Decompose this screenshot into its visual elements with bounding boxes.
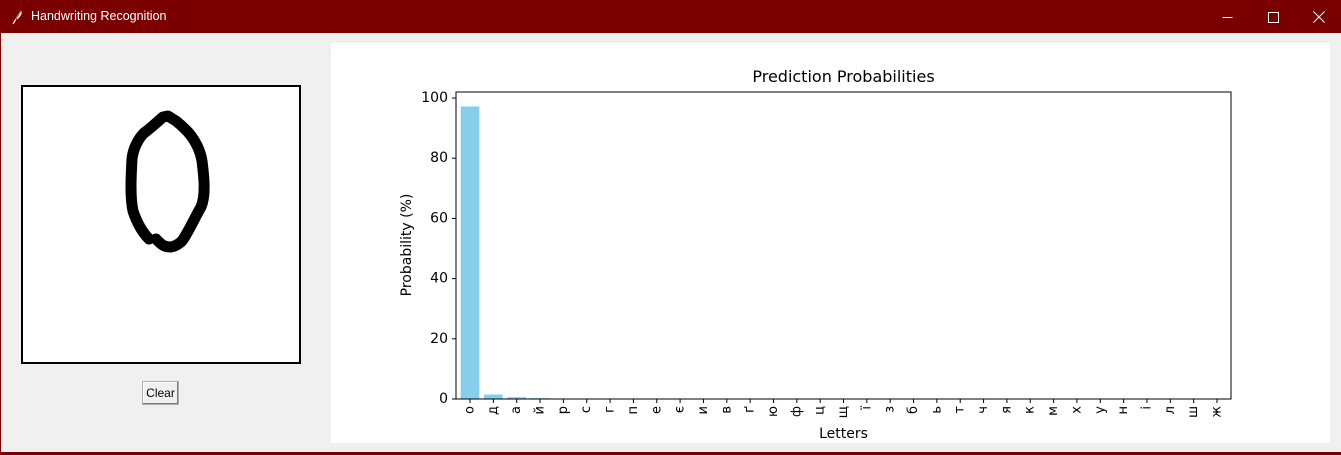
x-tick-label: и — [696, 406, 711, 414]
close-icon — [1313, 11, 1325, 23]
x-tick-label: д — [486, 406, 501, 415]
x-tick-label: а — [509, 406, 524, 414]
y-tick-label: 60 — [430, 210, 448, 226]
plot-frame — [455, 91, 1232, 400]
maximize-icon — [1267, 11, 1279, 23]
title-bar[interactable]: Handwriting Recognition — [1, 1, 1341, 33]
x-tick-label: л — [1163, 406, 1178, 414]
x-tick-label: ф — [789, 406, 804, 417]
clear-button[interactable]: Clear — [142, 381, 179, 405]
close-button[interactable] — [1296, 1, 1341, 33]
minimize-button[interactable] — [1204, 1, 1250, 33]
x-tick-label: п — [626, 406, 641, 415]
x-tick-label: в — [719, 406, 734, 414]
y-tick-label: 80 — [430, 150, 448, 166]
x-tick-label: й — [533, 406, 548, 414]
chart-panel: Prediction Probabilities Probability (%)… — [331, 43, 1330, 443]
x-tick-label: м — [1046, 406, 1061, 416]
x-tick-label: щ — [836, 406, 851, 418]
x-tick-label: о — [463, 406, 478, 414]
x-tick-label: е — [649, 406, 664, 414]
x-tick-label: с — [579, 406, 594, 413]
x-tick-label: ю — [766, 406, 781, 417]
x-tick-label: н — [1116, 406, 1131, 415]
x-axis-label: Letters — [819, 426, 868, 442]
drawing-canvas[interactable] — [21, 85, 301, 364]
y-tick-label: 100 — [421, 90, 448, 106]
x-tick-label: ш — [1186, 406, 1201, 418]
chart-title: Prediction Probabilities — [752, 67, 934, 86]
x-tick-label: т — [953, 406, 968, 414]
x-tick-label: ґ — [743, 406, 758, 413]
window-bottom-border — [1, 452, 1341, 455]
handwritten-letter-stroke — [125, 110, 210, 253]
x-tick-label: і — [1139, 406, 1154, 410]
bar-1 — [484, 394, 503, 399]
prediction-chart: Prediction Probabilities Probability (%)… — [399, 67, 1232, 442]
x-tick-label: б — [906, 406, 921, 414]
window-title: Handwriting Recognition — [31, 9, 167, 23]
client-area: Clear Prediction Probabilities Probabili… — [1, 33, 1341, 452]
y-axis-label: Probability (%) — [399, 194, 415, 297]
bar-0 — [460, 106, 480, 400]
x-tick-label: ц — [813, 406, 828, 415]
x-tick-label: х — [1069, 406, 1084, 414]
x-tick-label: ч — [976, 406, 991, 414]
x-tick-label: к — [1023, 406, 1038, 414]
x-tick-label: у — [1093, 406, 1108, 414]
minimize-icon — [1222, 12, 1233, 23]
x-tick-label: р — [556, 406, 571, 414]
feather-icon — [10, 9, 24, 25]
x-tick-label: ж — [1209, 406, 1224, 418]
x-tick-label: г — [603, 406, 618, 413]
y-tick-label: 40 — [430, 271, 448, 287]
y-tick-label: 0 — [439, 391, 448, 407]
x-tick-label: ї — [859, 406, 874, 411]
x-tick-label: є — [673, 406, 688, 413]
x-tick-label: я — [999, 406, 1014, 414]
y-tick-label: 20 — [430, 331, 448, 347]
x-tick-label: з — [883, 406, 898, 413]
bar-2 — [507, 397, 527, 399]
x-tick-label: ь — [929, 406, 944, 414]
maximize-button[interactable] — [1250, 1, 1296, 33]
